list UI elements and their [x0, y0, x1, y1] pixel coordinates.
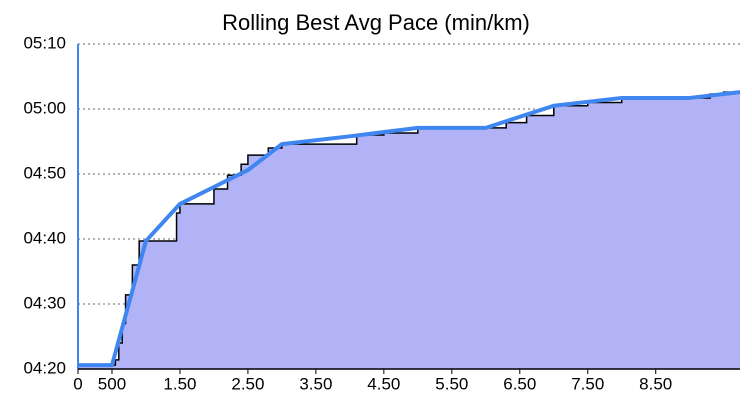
y-tick-label: 04:20 — [23, 358, 66, 377]
x-tick-label: 3.50 — [299, 374, 332, 393]
pace-line — [78, 90, 741, 368]
step-line — [78, 91, 740, 366]
x-tick-label: 6.50 — [503, 374, 536, 393]
y-tick-label: 04:40 — [23, 228, 66, 247]
x-tick-label: 7.50 — [571, 374, 604, 393]
x-tick-label: 2.50 — [231, 374, 264, 393]
x-tick-label: 500 — [98, 374, 126, 393]
y-tick-label: 04:30 — [23, 293, 66, 312]
y-tick-label: 05:00 — [23, 98, 66, 117]
x-tick-label: 4.50 — [367, 374, 400, 393]
y-tick-label: 04:50 — [23, 163, 66, 182]
x-tick-label: 8.50 — [639, 374, 672, 393]
x-tick-label: 5.50 — [435, 374, 468, 393]
step-area — [78, 92, 740, 369]
y-tick-label: 05:10 — [23, 33, 66, 52]
x-tick-label: 1.50 — [163, 374, 196, 393]
chart-title: Rolling Best Avg Pace (min/km) — [222, 10, 530, 35]
x-tick-label: 0 — [73, 374, 82, 393]
